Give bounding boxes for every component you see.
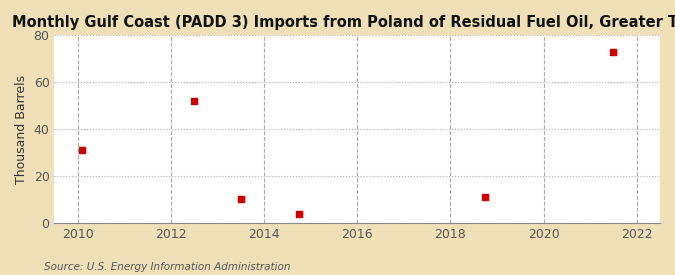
Point bbox=[294, 211, 304, 216]
Point bbox=[236, 197, 246, 202]
Point bbox=[189, 99, 200, 103]
Point bbox=[608, 50, 619, 54]
Text: Monthly Gulf Coast (PADD 3) Imports from Poland of Residual Fuel Oil, Greater Th: Monthly Gulf Coast (PADD 3) Imports from… bbox=[12, 15, 675, 30]
Y-axis label: Thousand Barrels: Thousand Barrels bbox=[15, 75, 28, 184]
Point bbox=[77, 148, 88, 152]
Text: Source: U.S. Energy Information Administration: Source: U.S. Energy Information Administ… bbox=[44, 262, 290, 272]
Point bbox=[480, 195, 491, 199]
